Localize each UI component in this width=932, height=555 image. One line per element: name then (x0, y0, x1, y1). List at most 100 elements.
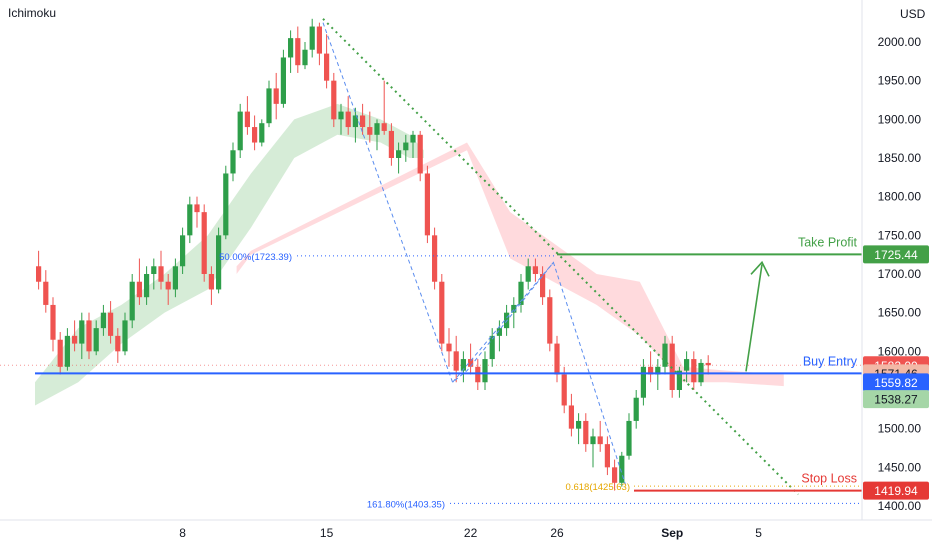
take-profit-tag: 1725.44 (874, 248, 918, 262)
candle (108, 312, 114, 336)
candle (180, 235, 186, 267)
candle (201, 212, 207, 274)
price-tag-1559: 1559.82 (874, 376, 918, 390)
candle (590, 436, 596, 445)
candle (691, 359, 697, 383)
price-tag-1538-bg (863, 390, 929, 409)
take-profit-tag-bg (863, 245, 929, 264)
candle (208, 274, 214, 290)
target-arrowhead (750, 260, 770, 277)
candle (144, 274, 150, 298)
fib-618-label: 0.618(1425.63) (566, 482, 630, 493)
candle (43, 281, 49, 305)
candle (316, 26, 322, 54)
candle (122, 320, 128, 352)
ichimoku-cloud-bullish (35, 103, 424, 406)
candle (187, 204, 193, 236)
target-arrow (745, 264, 763, 372)
stop-loss-label: Stop Loss (801, 472, 857, 486)
candle (705, 362, 711, 366)
candle (453, 351, 459, 371)
price-tag-1538: 1538.27 (874, 393, 918, 407)
candle (64, 335, 70, 367)
candle (273, 88, 279, 104)
candle (86, 320, 92, 352)
candle (79, 320, 85, 344)
candle (511, 304, 517, 313)
fib-1618-label: 161.80%(1403.35) (367, 499, 445, 510)
y-tick-label: 1950.00 (878, 74, 922, 88)
price-axis-bg (862, 0, 932, 550)
candle (475, 366, 481, 383)
candle (532, 266, 538, 274)
candle (583, 420, 589, 445)
y-tick-label: 1700.00 (878, 267, 922, 281)
candle (547, 297, 553, 344)
pattern-leg (452, 262, 554, 383)
candle (93, 328, 99, 352)
candle (259, 123, 265, 143)
y-tick-label: 1800.00 (878, 190, 922, 204)
candle (36, 266, 42, 282)
candle (432, 235, 438, 282)
x-tick-label: 5 (755, 526, 762, 540)
candle (489, 335, 495, 360)
y-tick-label: 2000.00 (878, 35, 922, 49)
candle (662, 343, 668, 367)
y-tick-label: 1900.00 (878, 112, 922, 126)
candle (331, 80, 337, 120)
candle (396, 150, 402, 158)
candle (136, 281, 142, 298)
candle (230, 150, 236, 174)
candle (244, 111, 250, 128)
harmonic-pattern-lines (322, 22, 626, 485)
candle (496, 328, 502, 336)
y-tick-label: 1400.00 (878, 499, 922, 513)
candle (129, 281, 135, 321)
indicator-label: Ichimoku (8, 6, 57, 20)
candle (446, 343, 452, 352)
candle (216, 235, 222, 290)
descending-trendline (322, 18, 799, 496)
stop-loss-tag: 1419.94 (874, 484, 918, 498)
y-tick-label: 1850.00 (878, 151, 922, 165)
x-tick-label: 15 (320, 526, 334, 540)
candle (367, 127, 373, 135)
candle (115, 335, 121, 352)
candle (410, 134, 416, 143)
candle (388, 130, 394, 158)
candle (360, 115, 366, 128)
candle (403, 142, 409, 151)
price-tag-1559-bg (863, 373, 929, 392)
candle (417, 134, 423, 174)
candle (302, 49, 308, 66)
candle (684, 359, 690, 371)
candle (165, 281, 171, 290)
candle (374, 123, 380, 135)
currency-label: USD (900, 7, 926, 21)
candle (338, 111, 344, 120)
candle (158, 266, 164, 282)
candle (612, 467, 618, 483)
fib-50-label: 50.00%(1723.39) (219, 252, 292, 263)
candle (100, 312, 106, 329)
candle (57, 339, 63, 367)
candle (50, 304, 56, 340)
candle (568, 405, 574, 429)
candle (525, 266, 531, 282)
candle (518, 281, 524, 305)
candle (676, 370, 682, 390)
candle (237, 111, 243, 151)
candle (482, 359, 488, 383)
candle (324, 53, 330, 81)
x-tick-label: 22 (464, 526, 478, 540)
x-tick-label: Sep (661, 526, 683, 540)
candle (345, 111, 351, 128)
candle (172, 266, 178, 290)
buy-entry-label: Buy Entry (803, 354, 858, 368)
candle (669, 343, 675, 390)
candle (439, 281, 445, 344)
candle (561, 374, 567, 406)
